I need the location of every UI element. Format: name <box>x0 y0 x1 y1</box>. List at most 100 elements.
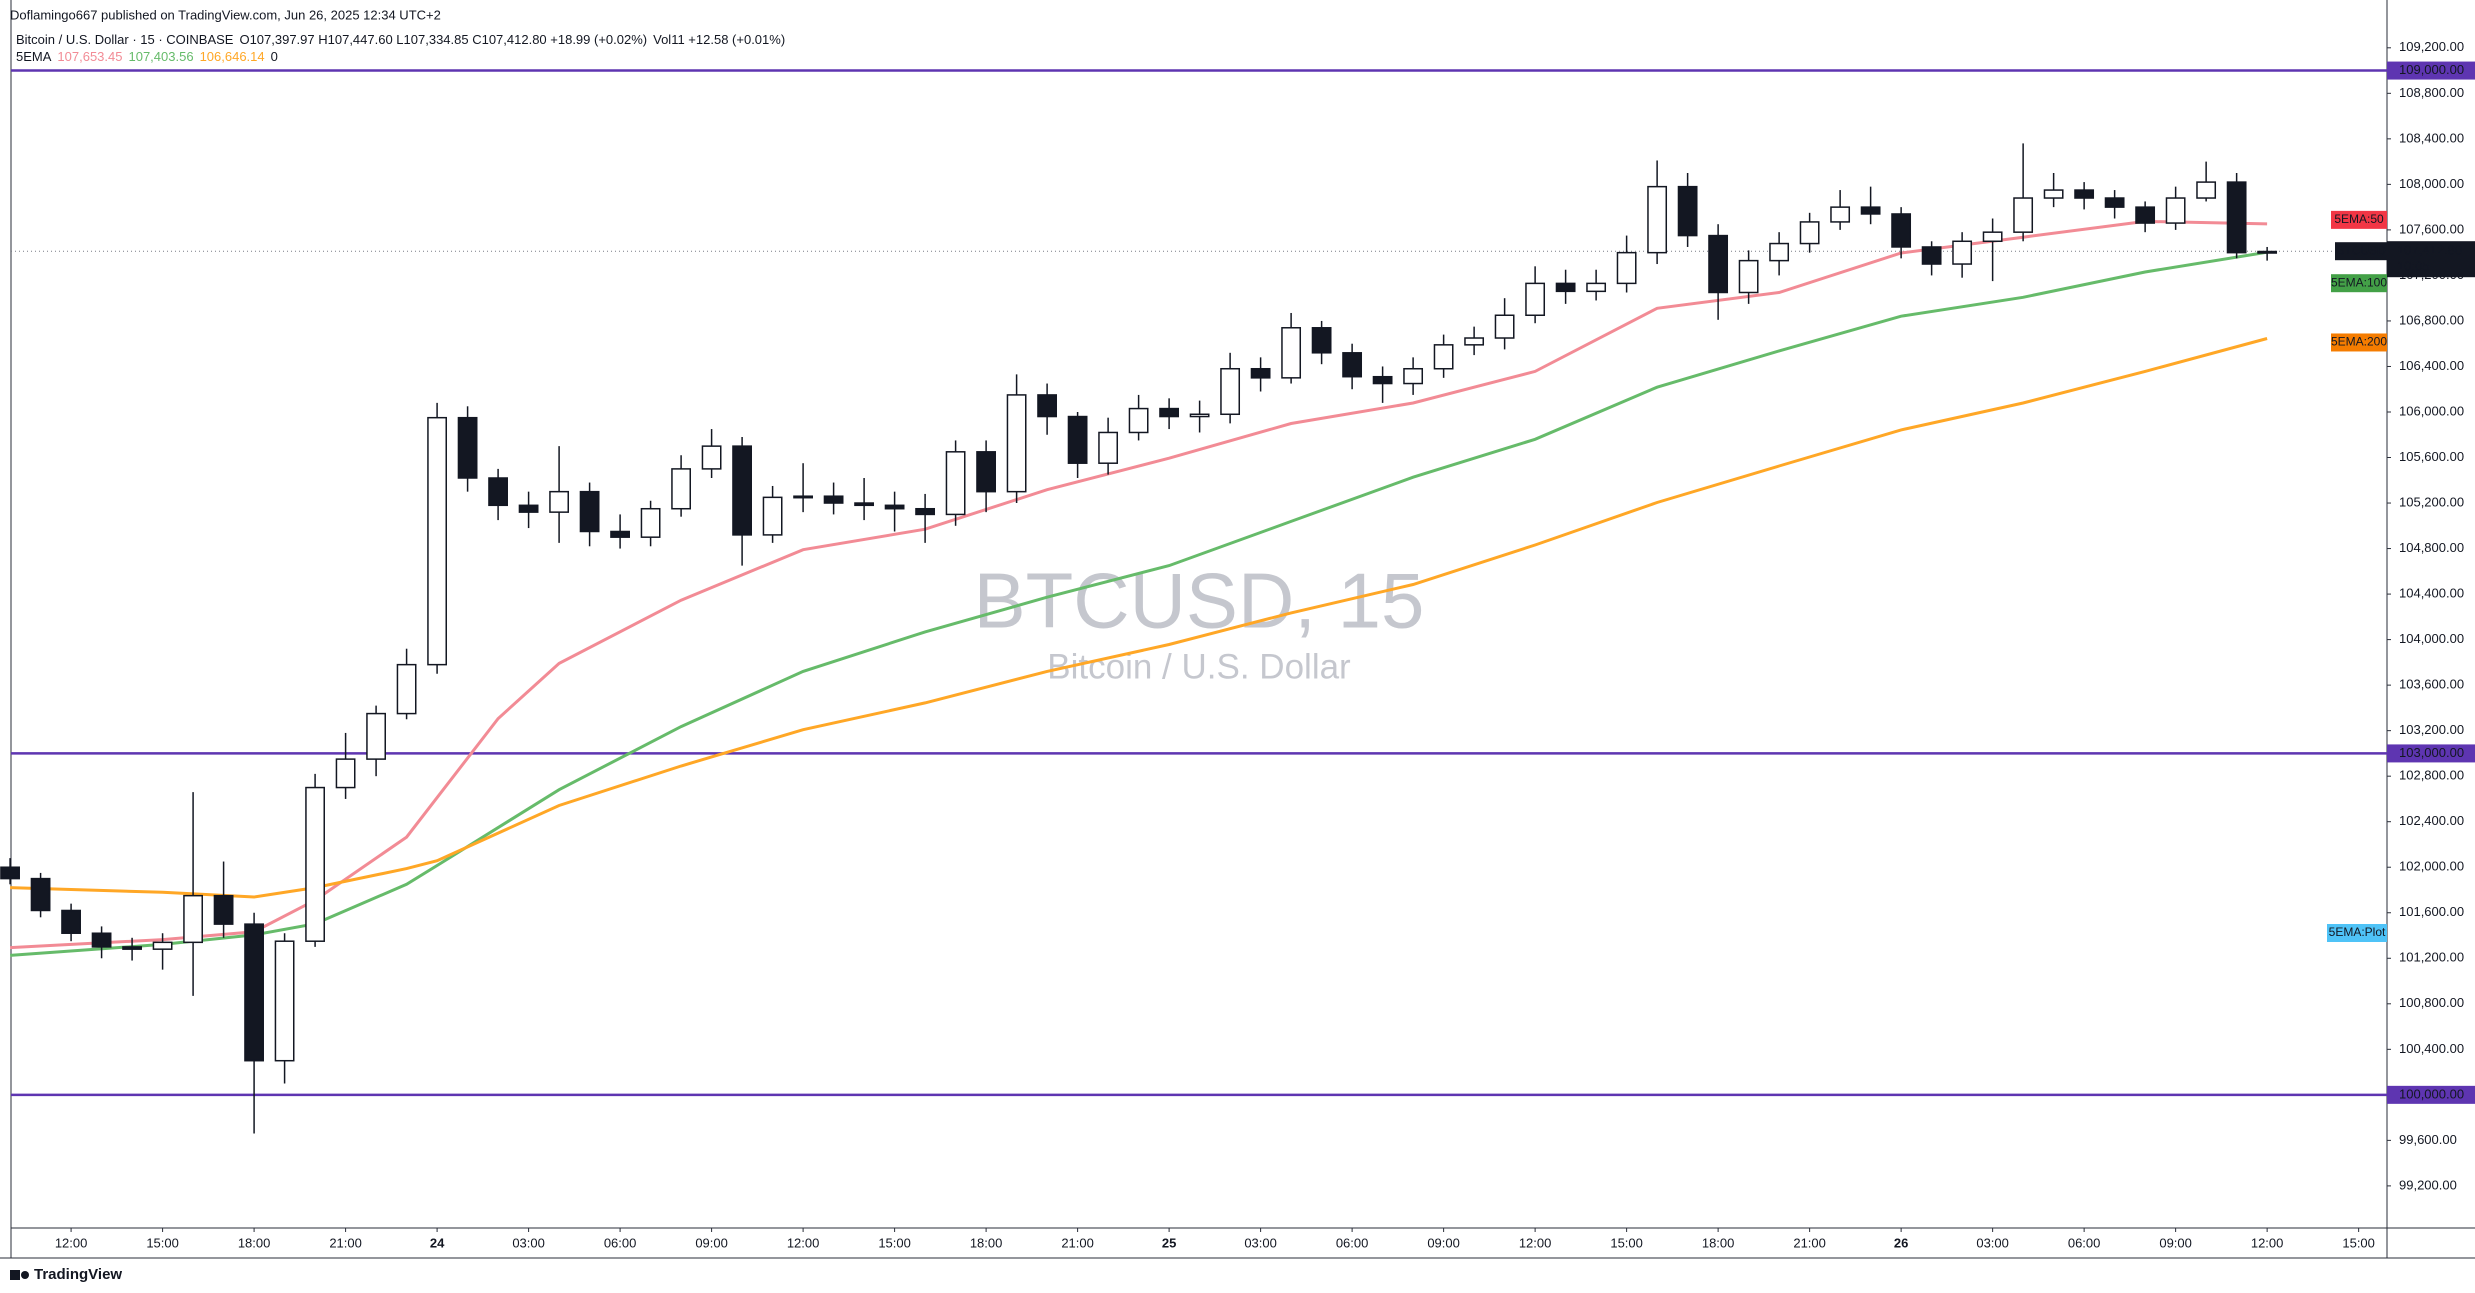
candle-body <box>2196 181 2217 199</box>
candle-body <box>518 504 539 513</box>
y-tick-label: 106,800.00 <box>2399 312 2464 327</box>
y-tick-label: 103,600.00 <box>2399 677 2464 692</box>
candle-body <box>1494 314 1515 339</box>
candle-body <box>1586 282 1607 293</box>
x-tick-label: 03:00 <box>1244 1235 1277 1250</box>
y-tick-label: 109,200.00 <box>2399 39 2464 54</box>
candle-body <box>732 445 753 536</box>
x-tick-label: 12:00 <box>1519 1235 1552 1250</box>
x-tick-label: 18:00 <box>1702 1235 1735 1250</box>
candle-body <box>1830 206 1851 223</box>
x-tick-label: 26 <box>1894 1235 1908 1250</box>
y-tick-label: 99,600.00 <box>2399 1132 2457 1147</box>
candle-body <box>213 894 234 925</box>
candle-body <box>762 496 783 536</box>
candle-body <box>1159 407 1180 418</box>
ema-value: 0 <box>271 49 278 64</box>
level-label: 109,000.00 <box>2399 62 2464 77</box>
y-tick-label: 102,800.00 <box>2399 768 2464 783</box>
ema-line <box>10 337 2268 899</box>
footer-brand: TradingView <box>34 1266 122 1283</box>
ema-tag-label: 5EMA:200 <box>2331 335 2387 349</box>
candle-body <box>1006 394 1027 493</box>
y-tick-label: 107,600.00 <box>2399 221 2464 236</box>
candle-body <box>152 941 173 950</box>
y-tick-label: 108,800.00 <box>2399 85 2464 100</box>
x-tick-label: 03:00 <box>1976 1235 2009 1250</box>
candle-body <box>1433 344 1454 370</box>
candle-body <box>1098 431 1119 464</box>
candle-body <box>2104 197 2125 208</box>
candle-body <box>1403 367 1424 385</box>
candle-body <box>1952 240 1973 265</box>
x-tick-label: 21:00 <box>1061 1235 1094 1250</box>
candle-body <box>1372 375 1393 385</box>
candle-body <box>0 866 20 880</box>
plot-area <box>0 69 2387 1134</box>
candle-body <box>1616 251 1637 285</box>
candle-body <box>61 909 81 934</box>
candle-body <box>1281 327 1302 379</box>
x-tick-label: 09:00 <box>695 1235 728 1250</box>
x-tick-label: 21:00 <box>329 1235 362 1250</box>
candle-body <box>793 495 814 499</box>
y-tick-label: 104,800.00 <box>2399 540 2464 555</box>
candle-body <box>1189 413 1210 418</box>
y-tick-label: 104,000.00 <box>2399 631 2464 646</box>
y-tick-label: 106,000.00 <box>2399 403 2464 418</box>
candle-body <box>1037 394 1058 418</box>
candle-body <box>1677 185 1698 237</box>
candle-body <box>2257 250 2278 254</box>
candle-body <box>1860 206 1881 215</box>
x-tick-label: 12:00 <box>787 1235 820 1250</box>
symbol-tag-label: BTCUSD <box>2336 243 2386 257</box>
candle-body <box>579 490 600 533</box>
ema-value: 107,403.56 <box>128 49 193 64</box>
candle-body <box>244 923 264 1062</box>
candle-body <box>91 932 112 948</box>
x-tick-label: 18:00 <box>238 1235 271 1250</box>
candle-body <box>640 507 661 538</box>
x-tick-label: 24 <box>430 1235 445 1250</box>
candle-body <box>427 416 447 666</box>
candle-body <box>183 894 203 944</box>
candle-body <box>1891 213 1912 248</box>
candle-body <box>1525 282 1546 317</box>
ema-legend: 5EMA 107,653.45 107,403.56 106,646.14 0 <box>16 49 278 64</box>
y-tick-label: 104,400.00 <box>2399 586 2464 601</box>
candle-body <box>2165 197 2186 224</box>
candle-body <box>2135 206 2156 224</box>
y-tick-label: 102,000.00 <box>2399 859 2464 874</box>
candle-body <box>1342 352 1363 378</box>
candle-body <box>2226 181 2247 254</box>
x-tick-label: 25 <box>1162 1235 1176 1250</box>
candle-body <box>274 940 295 1062</box>
publisher-line: Doflamingo667 published on TradingView.c… <box>10 7 441 22</box>
ema-tag-label: 5EMA:Plot <box>2329 925 2386 939</box>
level-label: 100,000.00 <box>2399 1086 2464 1101</box>
candle-body <box>1555 282 1576 293</box>
x-tick-label: 06:00 <box>1336 1235 1369 1250</box>
y-tick-label: 100,800.00 <box>2399 995 2464 1010</box>
candle-body <box>884 504 905 510</box>
candle-body <box>488 477 508 507</box>
ema-tag <box>2331 210 2387 229</box>
y-tick-label: 101,200.00 <box>2399 950 2464 965</box>
candle-body <box>122 946 142 950</box>
candle-body <box>701 445 722 470</box>
watermark-title: BTCUSD, 15 <box>974 557 1425 645</box>
candle-body <box>335 758 356 789</box>
candle-body <box>1128 407 1149 434</box>
ema-label: 5EMA <box>16 49 52 64</box>
candle-body <box>396 663 417 715</box>
price-tag-label: 107,412.80 <box>2397 243 2462 258</box>
candle-body <box>2013 197 2034 233</box>
symbol-tag <box>2335 242 2387 261</box>
candle-body <box>1769 242 1790 262</box>
ema-tag <box>2327 924 2387 942</box>
candle-body <box>2043 189 2064 199</box>
candle-body <box>30 877 51 912</box>
symbol: Bitcoin / U.S. Dollar · 15 · COINBASE <box>16 32 234 47</box>
candle-body <box>1067 415 1088 464</box>
price-tag <box>2387 241 2475 278</box>
